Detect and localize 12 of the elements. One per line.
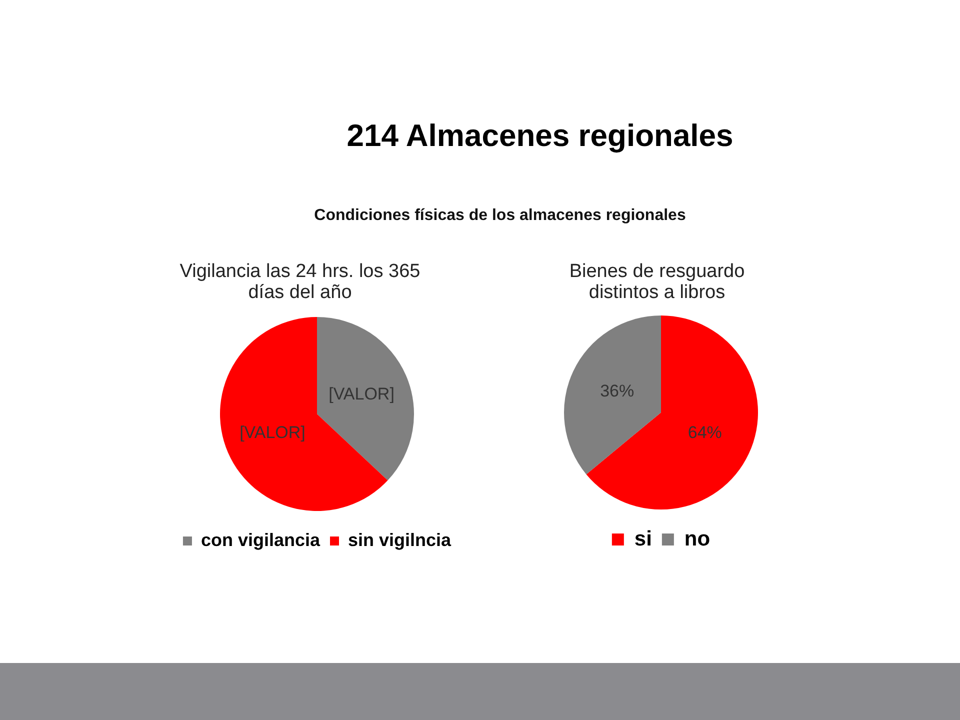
data-label: [VALOR] — [328, 384, 394, 404]
data-label: [VALOR] — [240, 422, 306, 442]
text: 214 Almacenes regionales — [346, 117, 734, 155]
legend-label: si — [634, 527, 652, 550]
text: Condiciones físicas de los almacenes regionales — [313, 206, 687, 226]
chart-title: Bienes de resguardo distintos a libros — [568, 261, 746, 303]
data-label: 36% — [600, 382, 634, 401]
chart-title: Vigilancia las 24 hrs. los 365 días del año — [178, 261, 422, 303]
legend-label: sin vigilncia — [348, 530, 452, 550]
legend-label: con vigilancia — [200, 530, 321, 550]
legend-label: no — [684, 527, 710, 550]
data-label: 64% — [688, 422, 722, 442]
